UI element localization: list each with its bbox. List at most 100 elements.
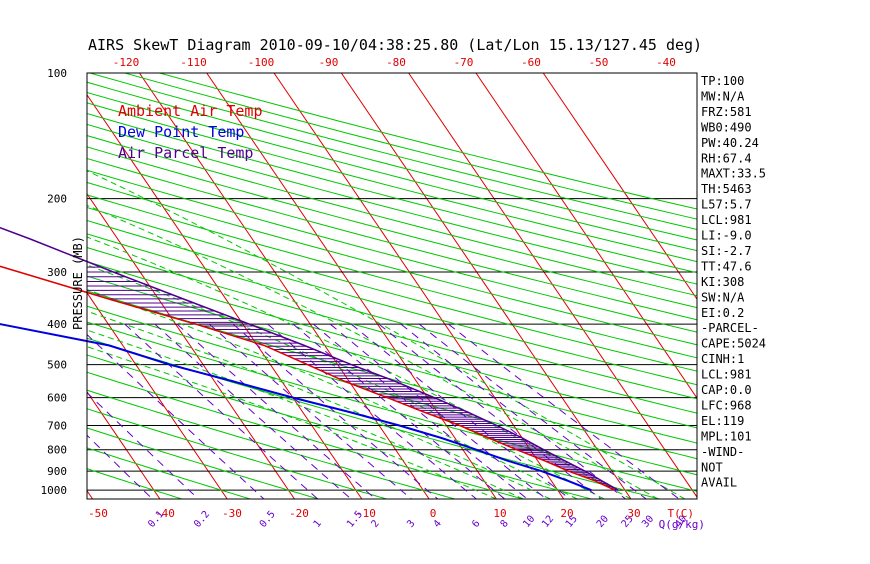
index-label: FRZ:581: [701, 105, 752, 119]
dry-adiabat: [87, 157, 697, 321]
mixing-ratio-line: [87, 434, 153, 499]
dry-adiabat: [87, 91, 697, 252]
index-label: SW:N/A: [701, 290, 745, 304]
index-label: MPL:101: [701, 429, 752, 443]
temp-tick-bottom: 30: [627, 507, 640, 520]
mixing-ratio-line: [378, 323, 602, 499]
temp-tick-top: -120: [113, 56, 140, 69]
dry-adiabat: [87, 371, 524, 499]
dry-adiabat: [87, 275, 697, 444]
mixing-ratio-label: 20: [595, 514, 611, 530]
moist-adiabat: [87, 204, 659, 499]
dry-adiabat: [87, 427, 319, 499]
moist-adiabat: [87, 289, 578, 499]
dry-adiabat: [87, 389, 456, 499]
temp-tick-bottom: -10: [356, 507, 376, 520]
moist-adiabat: [87, 236, 632, 499]
isotherm-line: [139, 73, 430, 499]
isotherm-line: [475, 73, 697, 399]
pressure-tick-label: 300: [47, 266, 67, 279]
mixing-ratio-line: [448, 323, 680, 499]
parcel-temp-line: [0, 226, 619, 491]
dry-adiabat: [87, 354, 592, 499]
mixing-ratio-line: [313, 323, 528, 499]
dry-adiabat: [87, 247, 697, 414]
temp-tick-top: -90: [319, 56, 339, 69]
mixing-ratio-label: 3: [405, 518, 417, 530]
index-label: SI:-2.7: [701, 244, 752, 258]
index-label: CINH:1: [701, 352, 744, 366]
dry-adiabat: [87, 337, 660, 499]
dry-adiabat: [87, 102, 697, 263]
dry-adiabat: [87, 206, 697, 372]
mixing-ratio-label: 8: [499, 518, 511, 530]
temp-tick-bottom: -50: [88, 507, 108, 520]
temp-tick-top: -100: [248, 56, 275, 69]
index-label: TT:47.6: [701, 259, 752, 273]
pressure-tick-label: 200: [47, 193, 67, 206]
temp-tick-bottom: -40: [155, 507, 175, 520]
index-label: RH:67.4: [701, 151, 752, 165]
dry-adiabat: [87, 321, 697, 492]
mixing-ratio-line: [292, 323, 506, 499]
isotherm-line: [87, 390, 161, 499]
pressure-tick-label: 600: [47, 392, 67, 405]
index-label: LFC:968: [701, 398, 752, 412]
dry-adiabat: [87, 181, 697, 346]
mixing-ratio-line: [87, 392, 199, 499]
mixing-ratio-line: [87, 333, 265, 499]
isotherm-line: [408, 73, 697, 498]
temp-tick-bottom: -30: [222, 507, 242, 520]
temp-tick-top: -50: [589, 56, 609, 69]
index-label: NOT: [701, 460, 723, 474]
mixing-ratio-label: 4: [432, 518, 444, 530]
dry-adiabat: [87, 169, 697, 333]
temp-tick-top: -60: [521, 56, 541, 69]
mixing-ratio-label: 2: [369, 518, 381, 530]
pressure-tick-label: 100: [47, 67, 67, 80]
dry-adiabat: [87, 290, 697, 460]
pressure-tick-label: 800: [47, 444, 67, 457]
temp-tick-top: -110: [180, 56, 207, 69]
temp-tick-top: -40: [656, 56, 676, 69]
dry-adiabat: [87, 123, 697, 285]
isotherm-line: [87, 291, 228, 499]
temp-tick-bottom: -20: [289, 507, 309, 520]
dry-adiabat: [87, 261, 697, 429]
index-label: -PARCEL-: [701, 321, 759, 335]
dry-adiabat: [87, 194, 697, 359]
chart-title: AIRS SkewT Diagram 2010-09-10/04:38:25.8…: [88, 36, 702, 54]
index-label: MAXT:33.5: [701, 167, 766, 181]
mixing-ratio-line: [209, 323, 412, 499]
pressure-tick-label: 1000: [41, 484, 68, 497]
index-label: CAPE:5024: [701, 337, 766, 351]
isotherm-line: [542, 73, 697, 301]
temp-tick-bottom: 0: [430, 507, 437, 520]
dry-adiabat: [87, 146, 697, 309]
index-label: L57:5.7: [701, 198, 752, 212]
moist-adiabat: [87, 346, 497, 499]
index-label: LI:-9.0: [701, 229, 752, 243]
ambient-temp-line: [0, 265, 616, 491]
mixing-ratio-line: [350, 323, 571, 499]
mixing-ratio-line: [232, 323, 439, 499]
mixing-ratio-line: [154, 323, 352, 499]
dry-adiabat: [87, 305, 697, 476]
dry-adiabat: [87, 447, 251, 499]
x-axis-label: T(C): [668, 507, 695, 520]
dry-adiabat: [87, 135, 697, 297]
moist-adiabat: [87, 329, 524, 499]
mixing-ratio-label: 0.2: [192, 509, 212, 530]
index-label: TH:5463: [701, 182, 752, 196]
legend-item: Dew Point Temp: [118, 123, 244, 141]
mixing-ratio-label: 10: [521, 514, 537, 530]
dry-adiabat: [87, 112, 697, 274]
mixing-ratio-line: [329, 323, 547, 499]
moist-adiabat: [87, 170, 686, 499]
mixing-ratio-line: [418, 323, 647, 499]
dry-adiabat: [87, 233, 697, 400]
index-label: LCL:981: [701, 213, 752, 227]
index-label: AVAIL: [701, 476, 737, 490]
mixing-ratio-label: 30: [640, 514, 656, 530]
